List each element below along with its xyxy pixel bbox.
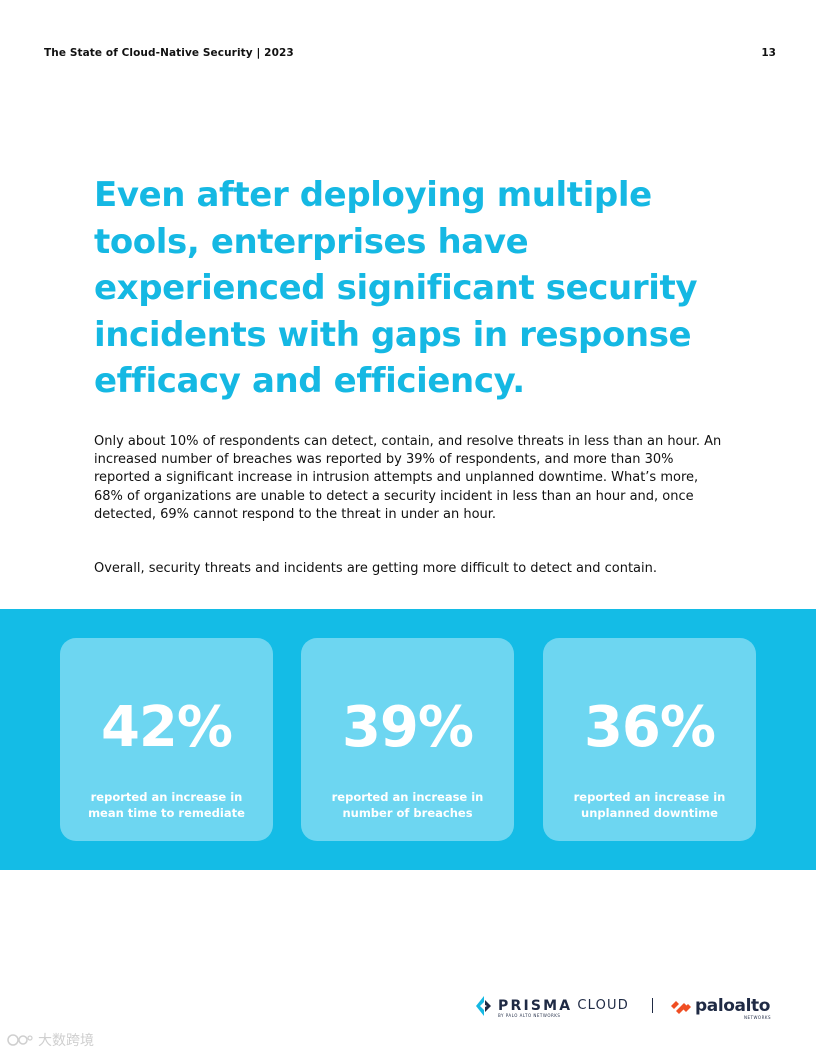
paloalto-byline: NETWORKS xyxy=(744,1015,772,1020)
logo-divider xyxy=(652,998,653,1013)
watermark: 大数跨境 xyxy=(6,1030,94,1050)
stats-band: 42% reported an increase in mean time to… xyxy=(0,609,816,870)
stat-value: 42% xyxy=(100,695,233,760)
paloalto-wordmark: paloalto xyxy=(695,996,771,1016)
headline: Even after deploying multiple tools, ent… xyxy=(94,175,698,401)
prisma-mark-icon xyxy=(476,996,491,1016)
footer-logos: PRISMA CLOUD BY PALO ALTO NETWORKS paloa… xyxy=(476,994,776,1024)
page-number: 13 xyxy=(761,47,776,59)
page-header: The State of Cloud-Native Security | 202… xyxy=(44,45,776,61)
stat-card-remediate: 42% reported an increase in mean time to… xyxy=(60,638,273,841)
prisma-cloud-logo: PRISMA CLOUD xyxy=(476,996,629,1016)
watermark-icon xyxy=(7,1034,33,1046)
paloalto-logo: paloalto xyxy=(669,997,770,1015)
cloud-wordmark: CLOUD xyxy=(577,998,629,1013)
prisma-byline: BY PALO ALTO NETWORKS xyxy=(498,1013,561,1018)
body-paragraph-2: Overall, security threats and incidents … xyxy=(94,561,657,576)
stat-description: reported an increase in number of breach… xyxy=(331,790,484,820)
body-paragraph-1: Only about 10% of respondents can detect… xyxy=(94,434,722,522)
document-title: The State of Cloud-Native Security | 202… xyxy=(44,47,294,59)
watermark-text: 大数跨境 xyxy=(38,1033,94,1049)
prisma-wordmark: PRISMA xyxy=(498,998,573,1014)
stat-card-downtime: 36% reported an increase in unplanned do… xyxy=(543,638,756,841)
stat-card-breaches: 39% reported an increase in number of br… xyxy=(301,638,514,841)
stat-description: reported an increase in unplanned downti… xyxy=(573,790,726,820)
paloalto-mark-icon xyxy=(671,1001,691,1014)
stat-description: reported an increase in mean time to rem… xyxy=(88,790,245,820)
stat-value: 39% xyxy=(341,695,474,760)
stat-value: 36% xyxy=(583,695,716,760)
